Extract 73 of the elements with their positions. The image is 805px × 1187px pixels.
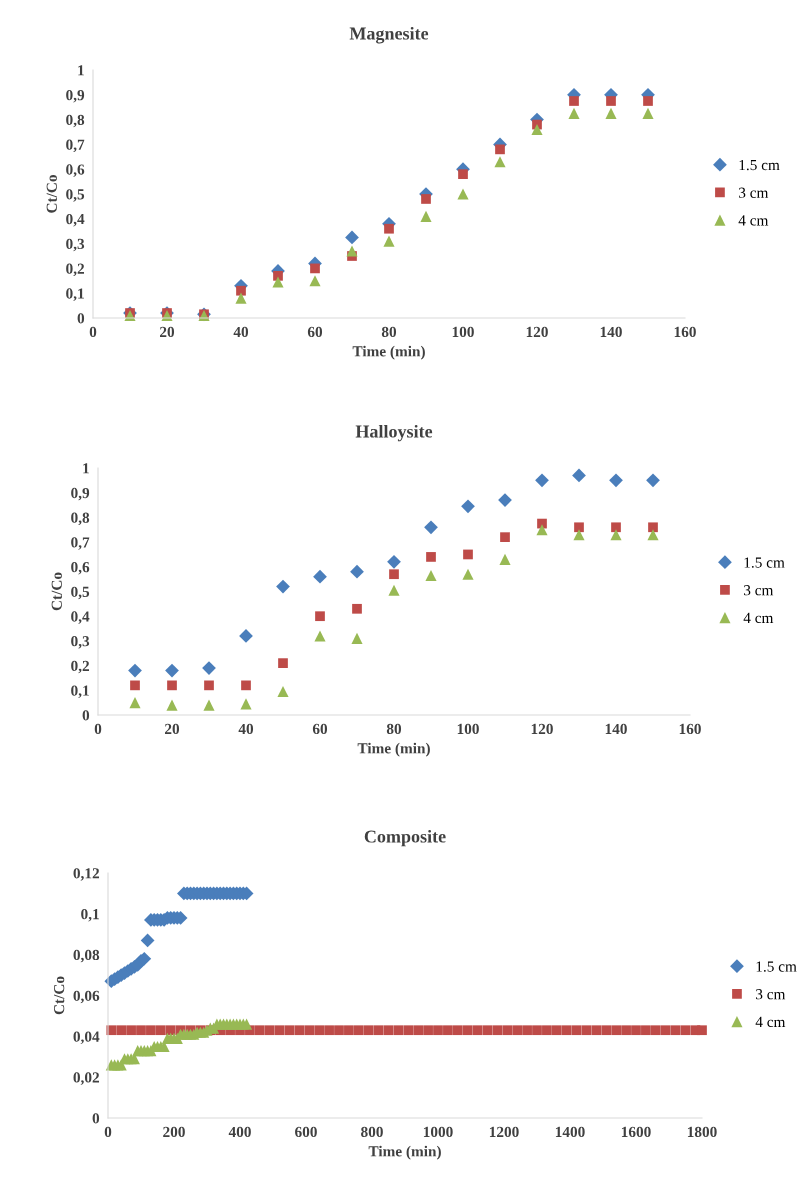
x-tick-label: 1800 [687,1126,717,1138]
x-tick-label: 60 [312,723,328,735]
x-tick-label: 120 [531,723,553,735]
x-tick-label: 140 [605,723,627,735]
legend-label: 3 cm [744,585,774,596]
x-tick-label: 600 [295,1126,317,1138]
y-tick-label: 0,9 [71,487,90,501]
x-tick-label: 400 [228,1126,251,1138]
x-tick-label: 200 [163,1126,185,1138]
y-tick-label: 0,1 [71,685,89,698]
y-axis-title: Ct/Co [51,572,62,611]
y-tick-label: 0,08 [73,949,100,963]
y-tick-label: 1 [78,65,84,76]
x-tick-label: 1000 [423,1126,453,1138]
y-tick-label: 0,3 [71,636,90,649]
x-axis-title: Time (min) [368,1145,441,1160]
x-tick-label: 80 [381,326,397,338]
y-tick-label: 0,8 [66,114,85,128]
x-tick-label: 160 [679,723,701,735]
y-axis-title: Ct/Co [46,175,57,213]
legend-label: 1.5 cm [739,159,780,171]
y-tick-label: 0,4 [66,213,85,227]
y-tick-label: 0 [77,313,85,324]
legend-label: 1.5 cm [744,557,785,568]
y-tick-label: 0,9 [66,89,85,103]
y-tick-label: 0,7 [71,537,90,550]
chart-title: Composite [364,829,446,847]
y-tick-label: 0,2 [71,660,90,674]
y-tick-label: 0,1 [66,288,84,301]
x-tick-label: 1200 [489,1126,519,1138]
y-tick-label: 0,6 [66,164,85,177]
x-tick-label: 80 [386,723,402,735]
y-tick-label: 0,02 [73,1072,100,1085]
y-tick-label: 0 [92,1113,100,1124]
x-axis-title: Time (min) [357,742,430,757]
legend-label: 4 cm [755,1016,786,1028]
chart-title: Magnesite [349,26,429,44]
y-tick-label: 0,6 [71,561,90,575]
legend-label: 4 cm [738,215,769,226]
x-tick-label: 1400 [555,1126,585,1138]
y-tick-label: 0,2 [66,263,85,277]
y-tick-label: 0,4 [71,611,90,624]
legend-label: 3 cm [739,187,769,198]
x-axis-title: Time (min) [352,345,425,360]
legend-label: 4 cm [743,612,774,624]
x-tick-label: 800 [361,1126,383,1138]
x-tick-label: 40 [233,326,249,338]
x-tick-label: 1600 [621,1126,651,1138]
x-tick-label: 140 [600,326,622,338]
legend-label: 3 cm [756,989,786,1000]
x-tick-label: 100 [457,723,479,735]
y-tick-label: 1 [83,463,89,474]
x-tick-label: 100 [452,326,474,338]
y-tick-label: 0,8 [71,512,90,526]
x-tick-label: 60 [307,326,323,338]
y-tick-label: 0,1 [81,908,99,922]
x-tick-label: 20 [165,723,180,735]
x-tick-label: 0 [104,1126,112,1138]
x-tick-label: 160 [674,326,696,338]
y-tick-label: 0,3 [66,238,85,252]
x-tick-label: 120 [526,326,548,338]
y-axis-title: Ct/Co [54,976,65,1015]
y-tick-label: 0,04 [73,1031,100,1044]
y-tick-label: 0,5 [66,189,85,202]
y-tick-label: 0,12 [73,868,100,881]
chart-title: Halloysite [355,424,433,442]
legend-label: 1.5 cm [756,961,797,972]
y-tick-label: 0,7 [66,139,85,153]
x-tick-label: 40 [238,723,254,735]
y-tick-label: 0 [82,710,90,721]
x-tick-label: 20 [160,326,175,338]
y-tick-label: 0,06 [73,990,100,1004]
y-tick-label: 0,5 [71,586,90,600]
